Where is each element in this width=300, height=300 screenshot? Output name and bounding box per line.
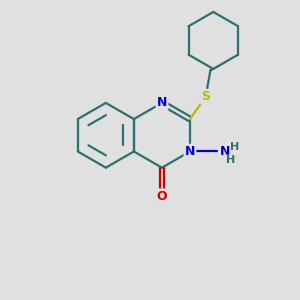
Text: H: H bbox=[230, 142, 240, 152]
Text: N: N bbox=[185, 145, 195, 158]
Text: O: O bbox=[157, 190, 167, 203]
Text: N: N bbox=[220, 145, 231, 158]
Text: S: S bbox=[201, 90, 210, 103]
Text: N: N bbox=[157, 96, 167, 110]
Text: H: H bbox=[226, 155, 235, 165]
